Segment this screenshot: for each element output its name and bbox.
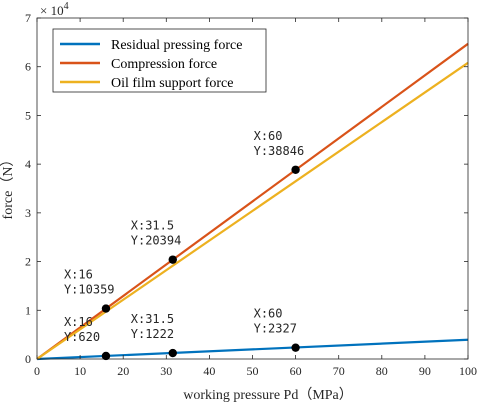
axes <box>36 17 469 360</box>
y-tick-label: 1 <box>25 303 31 317</box>
data-tip-marker <box>168 255 177 264</box>
data-tip-y-label: Y:20394 <box>131 234 182 248</box>
series-line-3 <box>36 61 469 360</box>
x-tick-label: 90 <box>419 364 431 378</box>
x-tick-label: 80 <box>376 364 388 378</box>
legend-entry-2: Compression force <box>111 57 217 72</box>
x-tick-label: 30 <box>160 364 172 378</box>
data-tip-marker <box>291 165 300 174</box>
x-tick-label: 60 <box>290 364 302 378</box>
y-tick-label: 0 <box>25 352 31 366</box>
legend-entry-1: Residual pressing force <box>111 38 242 53</box>
data-tip-marker <box>101 351 111 361</box>
y-tick-label: 7 <box>25 11 31 25</box>
y-axis-label: force（N） <box>0 153 16 220</box>
data-tip-y-label: Y:2327 <box>254 322 297 336</box>
legend-entry-3: Oil film support force <box>111 76 233 91</box>
data-tip-y-label: Y:10359 <box>64 283 115 297</box>
data-tip-marker <box>291 343 300 352</box>
y-exponent-power: 4 <box>64 1 69 12</box>
y-tick-label: 2 <box>25 255 31 269</box>
data-tips: X:60Y:38846X:31.5Y:20394X:16Y:10359X:16Y… <box>64 129 305 361</box>
data-tip-y-label: Y:38846 <box>254 144 305 158</box>
x-axis-label: working pressure Pd（MPa） <box>183 387 353 403</box>
data-tip-marker <box>168 348 177 358</box>
legend: Residual pressing force Compression force… <box>52 28 267 93</box>
tick-labels: 0 10 20 30 40 50 60 70 80 90 100 0 1 2 3 4 5 6 7 <box>25 11 477 378</box>
data-tip-x-label: X:16 <box>64 268 93 282</box>
data-tip-x-label: X:60 <box>254 307 283 321</box>
data-tip-marker <box>101 304 111 313</box>
data-tip-x-label: X:31.5 <box>131 312 174 326</box>
x-tick-label: 10 <box>74 364 86 378</box>
data-tip-y-label: Y:1222 <box>131 327 174 341</box>
y-tick-label: 5 <box>25 108 31 122</box>
x-tick-label: 50 <box>247 364 259 378</box>
data-tip-x-label: X:31.5 <box>131 219 174 233</box>
x-tick-label: 40 <box>203 364 215 378</box>
data-tip-x-label: X:60 <box>254 129 283 143</box>
x-tick-label: 0 <box>34 364 40 378</box>
y-tick-label: 6 <box>25 60 31 74</box>
x-tick-label: 20 <box>117 364 129 378</box>
y-tick-label: 4 <box>25 157 31 171</box>
data-tip-x-label: X:16 <box>64 315 93 329</box>
x-tick-label: 100 <box>459 364 477 378</box>
data-tip-y-label: Y:620 <box>64 330 100 344</box>
y-tick-label: 3 <box>25 206 31 220</box>
x-tick-label: 70 <box>333 364 345 378</box>
y-exponent-label: × 104 <box>40 1 69 18</box>
